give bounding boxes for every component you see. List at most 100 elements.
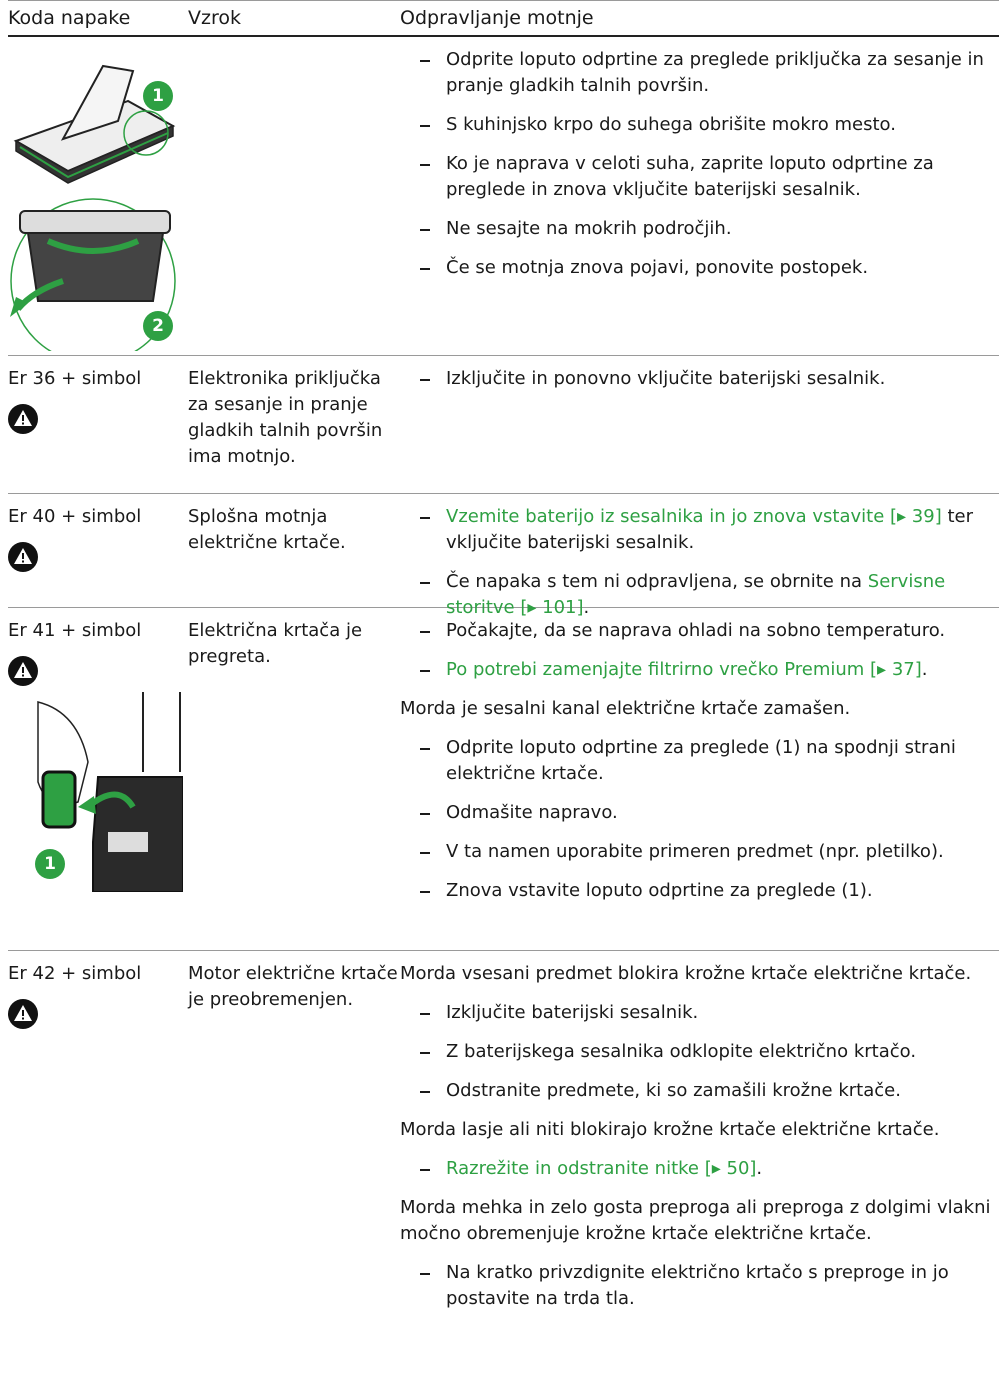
text: Odmašite napravo. xyxy=(446,802,618,823)
bullet-dash xyxy=(420,1013,430,1015)
text: V ta namen uporabite primeren predmet (n… xyxy=(446,841,944,862)
cause-cell: Elektronika priključka za sesanje in pra… xyxy=(188,356,400,493)
bullet-item: Odprite loputo odprtine za preglede (1) … xyxy=(400,735,999,787)
table-row: Er 42 + simbol Motor električne krtače je… xyxy=(8,951,999,1335)
bullet-item: Na kratko privzdignite električno krtačo… xyxy=(400,1260,999,1312)
bullet-dash xyxy=(420,517,430,519)
text: Morda je sesalni kanal električne krtače… xyxy=(400,698,851,719)
icon-mark xyxy=(22,415,24,421)
paragraph: Morda vsesani predmet blokira krožne krt… xyxy=(400,961,999,987)
callout-label: 1 xyxy=(152,86,164,106)
callout-label: 1 xyxy=(44,854,56,874)
link[interactable]: Po potrebi zamenjajte filtrirno vrečko P… xyxy=(446,659,922,680)
text: Izključite baterijski sesalnik. xyxy=(446,1002,699,1023)
bullet-item: Odmašite napravo. xyxy=(400,800,999,826)
bullet-item: Ne sesajte na mokrih področjih. xyxy=(400,216,999,242)
zoom-ring xyxy=(123,110,169,156)
bullet-item: Izključite in ponovno vključite baterijs… xyxy=(400,366,999,392)
icon-mark xyxy=(22,560,24,563)
cause-text: Električna krtača je pregreta. xyxy=(188,620,363,667)
link[interactable]: Servisne storitve [▸ 101] xyxy=(446,571,946,618)
bullet-dash xyxy=(420,813,430,815)
remedy-cell: Odprite loputo odprtine za preglede prik… xyxy=(400,37,999,355)
icon-mark xyxy=(22,422,24,425)
header-cell: Odpravljanje motnje xyxy=(400,7,594,29)
bullet-item: Odprite loputo odprtine za preglede prik… xyxy=(400,47,999,99)
bullet-dash xyxy=(420,631,430,633)
remedy-cell: Morda vsesani predmet blokira krožne krt… xyxy=(400,951,999,1335)
text: Z baterijskega sesalnika odklopite elekt… xyxy=(446,1041,917,1062)
cause-text: Splošna motnja električne krtače. xyxy=(188,506,346,553)
bullet-dash xyxy=(420,1273,430,1275)
icon-mark xyxy=(22,667,24,673)
bullet-dash xyxy=(420,60,430,62)
warning-icon xyxy=(8,404,38,434)
arrow-head xyxy=(78,796,96,814)
bullet-item: Po potrebi zamenjajte filtrirno vrečko P… xyxy=(400,657,999,683)
bullet-dash xyxy=(420,229,430,231)
cause-cell: Motor električne krtače je preobremenjen… xyxy=(188,951,400,1335)
cause-cell: Električna krtača je pregreta. xyxy=(188,608,400,950)
remedy-cell: Izključite in ponovno vključite baterijs… xyxy=(400,356,999,493)
detail-cover xyxy=(19,210,171,234)
header-cell: Vzrok xyxy=(188,7,241,29)
table-row: Er 36 + simbol Elektronika priključka za … xyxy=(8,356,999,494)
bullet-item: V ta namen uporabite primeren predmet (n… xyxy=(400,839,999,865)
table-row: Er 40 + simbol Splošna motnja električne … xyxy=(8,494,999,618)
bullet-dash xyxy=(420,670,430,672)
text: Ne sesajte na mokrih področjih. xyxy=(446,218,732,239)
bullet-item: Ko je naprava v celoti suha, zaprite lop… xyxy=(400,151,999,203)
icon-mark xyxy=(22,674,24,677)
bullet-dash xyxy=(420,125,430,127)
warning-icon xyxy=(8,999,38,1029)
bullet-item: Če se motnja znova pojavi, ponovite post… xyxy=(400,255,999,281)
callout-circle xyxy=(143,81,173,111)
text: Počakajte, da se naprava ohladi na sobno… xyxy=(446,620,946,641)
text: Morda vsesani predmet blokira krožne krt… xyxy=(400,963,972,984)
text: Morda mehka in zelo gosta preproga ali p… xyxy=(400,1197,991,1244)
paragraph: Morda je sesalni kanal električne krtače… xyxy=(400,696,999,722)
paragraph: Morda lasje ali niti blokirajo krožne kr… xyxy=(400,1117,999,1143)
header-cell: Koda napake xyxy=(8,7,131,29)
text: S kuhinjsko krpo do suhega obrišite mokr… xyxy=(446,114,896,135)
text: Če se motnja znova pojavi, ponovite post… xyxy=(446,257,869,278)
link[interactable]: Vzemite baterijo iz sesalnika in jo znov… xyxy=(446,506,942,527)
icon-mark xyxy=(22,553,24,559)
bullet-item: Izključite baterijski sesalnik. xyxy=(400,1000,999,1026)
tube xyxy=(142,692,181,772)
bullet-item: S kuhinjsko krpo do suhega obrišite mokr… xyxy=(400,112,999,138)
callout-label: 2 xyxy=(152,316,164,336)
icon-mark xyxy=(22,1010,24,1016)
text: Če napaka s tem ni odpravljena, se obrni… xyxy=(446,571,868,592)
error-code: Er 40 + simbol xyxy=(8,506,142,527)
bullet-dash xyxy=(420,891,430,893)
bullet-dash xyxy=(420,748,430,750)
cause-text: Motor električne krtače je preobremenjen… xyxy=(188,963,398,1010)
callout-circle xyxy=(143,311,173,341)
illustration: 12 xyxy=(10,64,176,351)
cause-cell: Splošna motnja električne krtače. xyxy=(188,494,400,644)
paragraph: Morda mehka in zelo gosta preproga ali p… xyxy=(400,1195,999,1247)
bullet-dash xyxy=(420,1052,430,1054)
text: Ko je naprava v celoti suha, zaprite lop… xyxy=(446,153,934,200)
cause-cell xyxy=(188,37,400,355)
error-code: Er 42 + simbol xyxy=(8,963,142,984)
bullet-item: Znova vstavite loputo odprtine za pregle… xyxy=(400,878,999,904)
detail-green xyxy=(46,238,140,254)
remedy-cell: Počakajte, da se naprava ohladi na sobno… xyxy=(400,608,999,950)
bullet-dash xyxy=(420,1169,430,1171)
text: Odprite loputo odprtine za preglede (1) … xyxy=(446,737,956,784)
warning-icon xyxy=(8,542,38,572)
icon-mark xyxy=(22,1017,24,1020)
bullet-dash xyxy=(420,379,430,381)
bullet-dash xyxy=(420,582,430,584)
table-body: 1 2 Odprite loputo odprtine za preglede pr… xyxy=(8,37,999,1335)
bullet-item: Razrežite in odstranite nitke [▸ 50]. xyxy=(400,1156,999,1182)
link[interactable]: Razrežite in odstranite nitke [▸ 50] xyxy=(446,1158,757,1179)
code-cell: Er 40 + simbol xyxy=(8,494,188,644)
callout-circle xyxy=(35,849,65,879)
error-code: Er 41 + simbol xyxy=(8,620,142,641)
bullet-item: Če napaka s tem ni odpravljena, se obrni… xyxy=(400,569,999,621)
